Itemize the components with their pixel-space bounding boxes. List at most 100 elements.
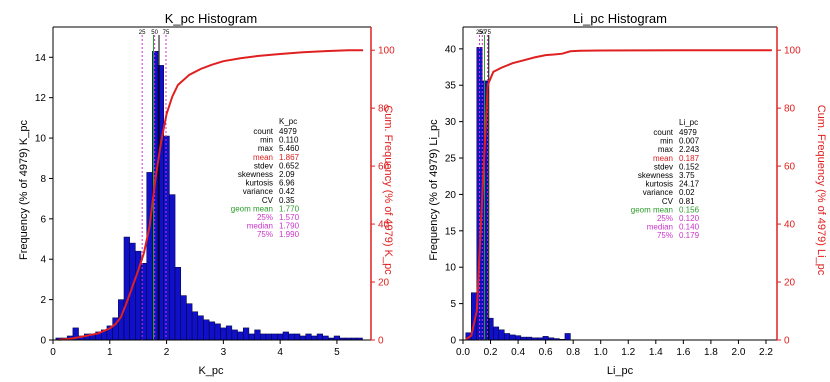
kpc-histogram-bar [242, 327, 250, 341]
lipc-histogram-bar [498, 329, 505, 341]
kpc-x-tick-label: 4 [277, 347, 283, 358]
kpc-y2-tick-label: 0 [378, 336, 384, 347]
lipc-stat-label: variance [643, 188, 674, 197]
lipc-histogram-panel: Li_pc Histogram Li_pc Frequency (% of 49… [428, 11, 827, 377]
kpc-stat-label: min [260, 136, 273, 145]
kpc-stat-label: max [258, 144, 273, 153]
lipc-stat-value: 3.75 [679, 171, 695, 180]
kpc-histogram-bar [208, 321, 216, 341]
lipc-x-tick-label: 2.2 [759, 347, 773, 358]
lipc-y2-tick-label: 40 [784, 220, 796, 231]
kpc-histogram-bar [146, 172, 153, 341]
lipc-histogram-bar [542, 336, 549, 341]
lipc-y-tick-label: 10 [445, 263, 457, 274]
kpc-quantile-label: 75 [163, 30, 170, 36]
lipc-histogram-bar [564, 333, 571, 341]
lipc-x-axis-label: Li_pc [607, 365, 634, 377]
kpc-stat-label: median [247, 222, 273, 231]
lipc-stat-label: stdev [654, 162, 673, 171]
kpc-stat-value: 0.110 [279, 136, 299, 145]
kpc-histogram-bar [169, 194, 176, 341]
lipc-histogram-bar [504, 333, 511, 341]
lipc-x-tick-label: 1.2 [621, 347, 635, 358]
kpc-stat-label: CV [262, 196, 274, 205]
kpc-histogram-bar [203, 319, 210, 341]
kpc-x-tick-label: 0 [50, 347, 56, 358]
lipc-stat-value: 4979 [679, 128, 697, 137]
kpc-histogram-bar [282, 331, 289, 341]
kpc-histogram-bar [231, 329, 238, 341]
kpc-stat-label: 25% [257, 213, 273, 222]
kpc-stat-label: skewness [238, 170, 273, 179]
kpc-stat-value: 0.42 [279, 187, 295, 196]
lipc-stat-label: geom mean [631, 205, 673, 214]
kpc-histogram-bar [186, 303, 193, 341]
kpc-histogram-bar [316, 333, 323, 341]
kpc-stat-label: mean [253, 153, 273, 162]
kpc-stat-value: 0.652 [279, 161, 300, 170]
lipc-stat-value: 0.156 [679, 205, 700, 214]
kpc-y-tick-label: 2 [40, 295, 46, 306]
lipc-stats-header: Li_pc [679, 118, 698, 127]
lipc-stat-value: 0.81 [679, 197, 695, 206]
kpc-histogram-bar [174, 267, 182, 341]
lipc-quantile-label: 75 [484, 30, 491, 36]
kpc-cumulative-line [58, 49, 364, 341]
kpc-y2-tick-label: 60 [378, 162, 390, 173]
kpc-stat-label: 75% [257, 230, 273, 239]
kpc-histogram-bar [277, 333, 284, 341]
lipc-x-tick-label: 0.8 [566, 347, 580, 358]
lipc-stat-label: mean [653, 154, 673, 163]
lipc-stat-label: max [658, 145, 673, 154]
kpc-histogram-bar [311, 335, 318, 341]
kpc-x-tick-label: 5 [334, 347, 340, 358]
kpc-y2-tick-label: 100 [378, 46, 395, 57]
lipc-stat-value: 24.17 [679, 180, 700, 189]
lipc-y-tick-label: 35 [445, 81, 457, 92]
kpc-histogram-bar [254, 329, 261, 341]
lipc-y-tick-label: 15 [445, 226, 457, 237]
kpc-histogram-panel: K_pc Histogram K_pc Frequency (% of 4979… [18, 11, 395, 377]
kpc-stat-label: kurtosis [245, 179, 273, 188]
kpc-y2-tick-label: 40 [378, 220, 390, 231]
lipc-stat-label: median [647, 223, 673, 232]
kpc-stat-value: 1.790 [279, 222, 300, 231]
lipc-y2-tick-label: 0 [784, 336, 790, 347]
lipc-y-axis-label: Frequency (% of 4979) Li_pc [428, 119, 440, 261]
kpc-y-tick-label: 4 [40, 255, 46, 266]
kpc-y-tick-label: 10 [35, 134, 47, 145]
kpc-stat-value: 1.990 [279, 230, 300, 239]
kpc-histogram-bar [322, 335, 329, 341]
lipc-x-tick-label: 0.6 [539, 347, 553, 358]
kpc-histogram-bar [220, 327, 227, 341]
lipc-stat-label: skewness [638, 171, 673, 180]
lipc-stat-value: 0.120 [679, 214, 700, 223]
kpc-stat-value: 6.96 [279, 179, 295, 188]
lipc-stat-value: 0.179 [679, 231, 700, 240]
lipc-stat-label: 25% [657, 214, 673, 223]
kpc-stats-header: K_pc [279, 117, 297, 126]
lipc-stat-value: 2.243 [679, 145, 700, 154]
kpc-y-axis-label: Frequency (% of 4979) K_pc [18, 119, 30, 260]
lipc-histogram-bar [493, 326, 500, 341]
kpc-stat-value: 2.09 [279, 170, 295, 179]
kpc-histogram-bar [265, 333, 272, 341]
kpc-stat-label: count [253, 127, 273, 136]
lipc-y2-tick-label: 100 [784, 46, 801, 57]
kpc-chart-title: K_pc Histogram [165, 11, 257, 26]
lipc-stat-value: 0.140 [679, 223, 700, 232]
kpc-quantile-label: 25 [139, 30, 146, 36]
lipc-y-tick-label: 0 [450, 336, 456, 347]
kpc-y-tick-label: 12 [35, 93, 47, 104]
kpc-histogram-bar [191, 311, 199, 341]
lipc-stat-label: count [653, 128, 673, 137]
kpc-histogram-bar [214, 323, 221, 341]
lipc-y2-axis-label: Cum. Frequency (% of 4979) Li_pc [815, 105, 827, 276]
lipc-stat-value: 0.152 [679, 162, 700, 171]
lipc-quantile-label: 25 [476, 30, 483, 36]
lipc-stat-label: kurtosis [645, 180, 673, 189]
